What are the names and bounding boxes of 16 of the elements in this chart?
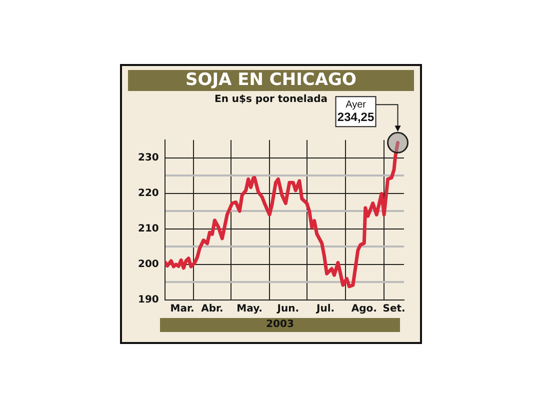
- x-tick-label: Jul.: [316, 304, 335, 315]
- x-tick-label: Set.: [382, 304, 406, 315]
- y-tick-label: 200: [138, 259, 159, 270]
- y-tick-label: 190: [138, 294, 159, 306]
- chart-title: SOJA EN CHICAGO: [128, 70, 414, 91]
- y-tick-label: 220: [138, 188, 159, 199]
- chart-subtitle: En u$s por tonelada: [214, 94, 328, 105]
- x-axis-title: 2003: [160, 318, 400, 332]
- x-tick-label: May.: [236, 304, 262, 315]
- annotation: Ayer 234,25: [337, 99, 374, 124]
- x-tick-label: Abr.: [201, 304, 224, 315]
- x-tick-label: Mar.: [170, 304, 194, 315]
- y-tick-label: 210: [138, 223, 159, 234]
- y-tick-label: 230: [138, 152, 159, 164]
- x-tick-label: Jun.: [276, 304, 300, 315]
- x-tick-label: Ago.: [351, 304, 377, 315]
